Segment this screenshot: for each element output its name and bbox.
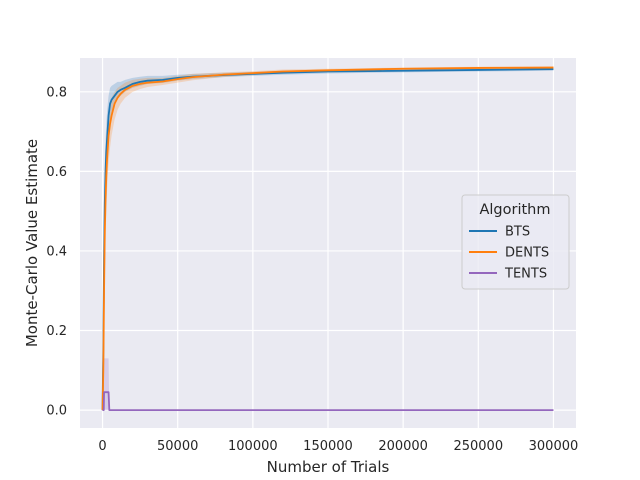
legend-box — [461, 194, 570, 290]
legend-label-tents: TENTS — [504, 267, 547, 282]
dents-line — [101, 66, 554, 411]
x-tick-label: 200000 — [378, 439, 428, 454]
y-tick-label: 0.4 — [46, 244, 67, 259]
x-tick-label: 0 — [98, 439, 106, 454]
x-tick-label: 150000 — [303, 439, 353, 454]
legend-label-dents: DENTS — [505, 246, 549, 261]
y-tick-label: 0.8 — [46, 85, 67, 100]
x-tick-label: 100000 — [228, 439, 278, 454]
x-tick-label: 50000 — [157, 439, 198, 454]
y-tick-label: 0.0 — [46, 404, 67, 419]
y-tick-label: 0.6 — [46, 165, 67, 180]
x-tick-label: 250000 — [453, 439, 503, 454]
x-tick-labels: 0 50000 100000 150000 200000 250000 300000 — [98, 439, 578, 454]
y-tick-label: 0.2 — [46, 324, 67, 339]
bts-line — [101, 68, 554, 411]
x-tick-label: 300000 — [529, 439, 579, 454]
y-axis-label: Monte-Carlo Value Estimate — [23, 139, 41, 347]
tents-line — [102, 391, 554, 412]
legend-label-bts: BTS — [505, 225, 530, 240]
x-axis-label: Number of Trials — [267, 458, 390, 476]
legend: Algorithm BTS DENTS TENTS — [461, 194, 570, 290]
series-lines — [101, 66, 554, 412]
y-tick-labels: 0.0 0.2 0.4 0.6 0.8 — [46, 85, 67, 418]
legend-title: Algorithm — [479, 202, 550, 218]
